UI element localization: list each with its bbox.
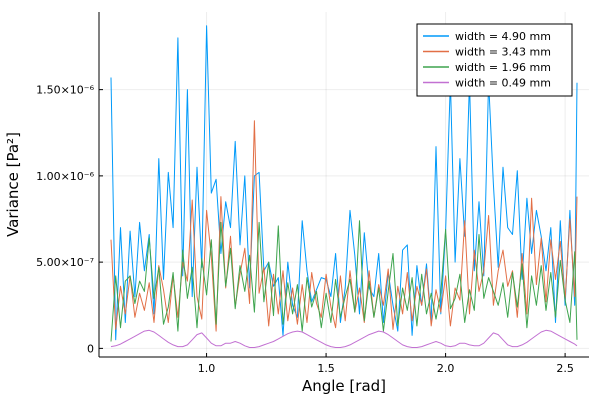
x-tick-label: 2.0 (437, 362, 455, 375)
x-tick-label: 2.5 (556, 362, 574, 375)
series-line-1 (110, 25, 578, 341)
y-tick-label: 1.50×10⁻⁶ (36, 84, 95, 97)
legend-label: width = 1.96 mm (455, 61, 551, 74)
x-axis-label: Angle [rad] (302, 377, 386, 395)
series-line-4 (110, 329, 578, 348)
axes (98, 12, 589, 358)
y-tick-label: 5.00×10⁻⁷ (36, 256, 94, 269)
legend-label: width = 0.49 mm (455, 77, 551, 90)
series-line-2 (110, 120, 578, 332)
y-axis-label: Variance [Pa²] (4, 132, 22, 237)
series-layer (110, 25, 578, 348)
legend: width = 4.90 mm width = 3.43 mm width = 1.… (416, 23, 573, 97)
x-tick-label: 1.5 (317, 362, 335, 375)
x-tick-label: 1.0 (198, 362, 216, 375)
ticks: 1.0 1.5 2.0 2.5 0 5.00×10⁻⁷ 1.00×10⁻⁶ 1.50×10⁻⁶ (36, 84, 574, 375)
y-tick-label: 0 (87, 342, 94, 355)
legend-label: width = 3.43 mm (455, 46, 551, 59)
y-tick-label: 1.00×10⁻⁶ (36, 170, 95, 183)
legend-label: width = 4.90 mm (455, 30, 551, 43)
series-line-3 (110, 220, 578, 342)
